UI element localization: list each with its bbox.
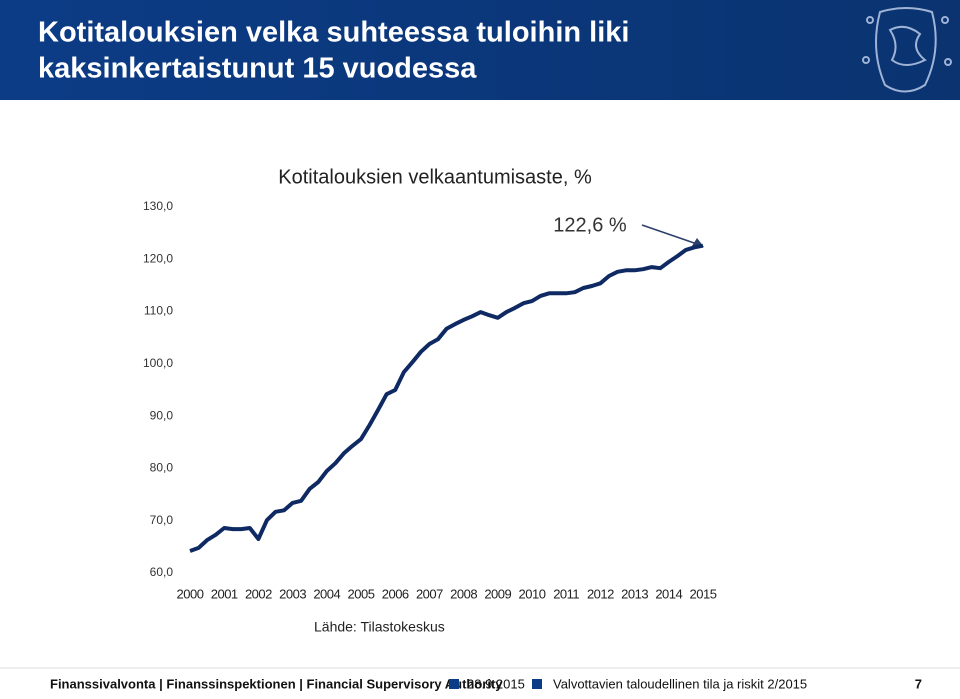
y-tick-label: 90,0 xyxy=(150,408,174,422)
x-tick-label: 2011 xyxy=(553,586,579,601)
source: Lähde: Tilastokeskus xyxy=(314,619,445,635)
x-tick-label: 2012 xyxy=(587,586,614,601)
x-tick-label: 2010 xyxy=(519,586,546,601)
x-tick-label: 2008 xyxy=(450,586,477,601)
logo xyxy=(862,7,952,93)
x-tick-label: 2002 xyxy=(245,586,272,601)
x-tick-label: 2015 xyxy=(690,586,717,601)
footer-band xyxy=(0,668,960,699)
page-number: 7 xyxy=(915,676,922,691)
data-line xyxy=(189,243,704,553)
x-tick-label: 2004 xyxy=(313,586,340,601)
x-tick-label: 2003 xyxy=(279,586,306,601)
x-tick-label: 2013 xyxy=(621,586,648,601)
footer-date: 28.9.2015 xyxy=(467,676,525,691)
slide-title: kaksinkertaistunut 15 vuodessa xyxy=(38,53,477,85)
x-tick-label: 2000 xyxy=(177,586,204,601)
header-band xyxy=(0,0,960,100)
annotation: 122,6 % xyxy=(553,214,627,236)
footer-square xyxy=(449,679,459,689)
x-tick-label: 2009 xyxy=(484,586,511,601)
y-tick-label: 60,0 xyxy=(150,565,174,579)
annotation-arrow xyxy=(641,224,701,246)
y-tick-label: 80,0 xyxy=(150,461,174,475)
x-tick-label: 2006 xyxy=(382,586,409,601)
slide-title: Kotitalouksien velka suhteessa tuloihin … xyxy=(38,17,629,49)
chart-title: Kotitalouksien velkaantumisaste, % xyxy=(278,166,592,188)
footer-square xyxy=(532,679,542,689)
y-tick-label: 100,0 xyxy=(143,356,173,370)
y-tick-label: 110,0 xyxy=(144,304,173,318)
x-tick-label: 2007 xyxy=(416,586,443,601)
y-tick-label: 70,0 xyxy=(150,513,174,527)
x-tick-label: 2001 xyxy=(211,586,238,601)
footer-publication: Valvottavien taloudellinen tila ja riski… xyxy=(553,676,807,691)
y-tick-label: 120,0 xyxy=(143,251,173,265)
x-tick-label: 2014 xyxy=(655,586,682,601)
y-tick-label: 130,0 xyxy=(143,199,173,213)
x-tick-label: 2005 xyxy=(348,586,375,601)
footer-org: Finanssivalvonta | Finanssinspektionen |… xyxy=(50,676,503,691)
